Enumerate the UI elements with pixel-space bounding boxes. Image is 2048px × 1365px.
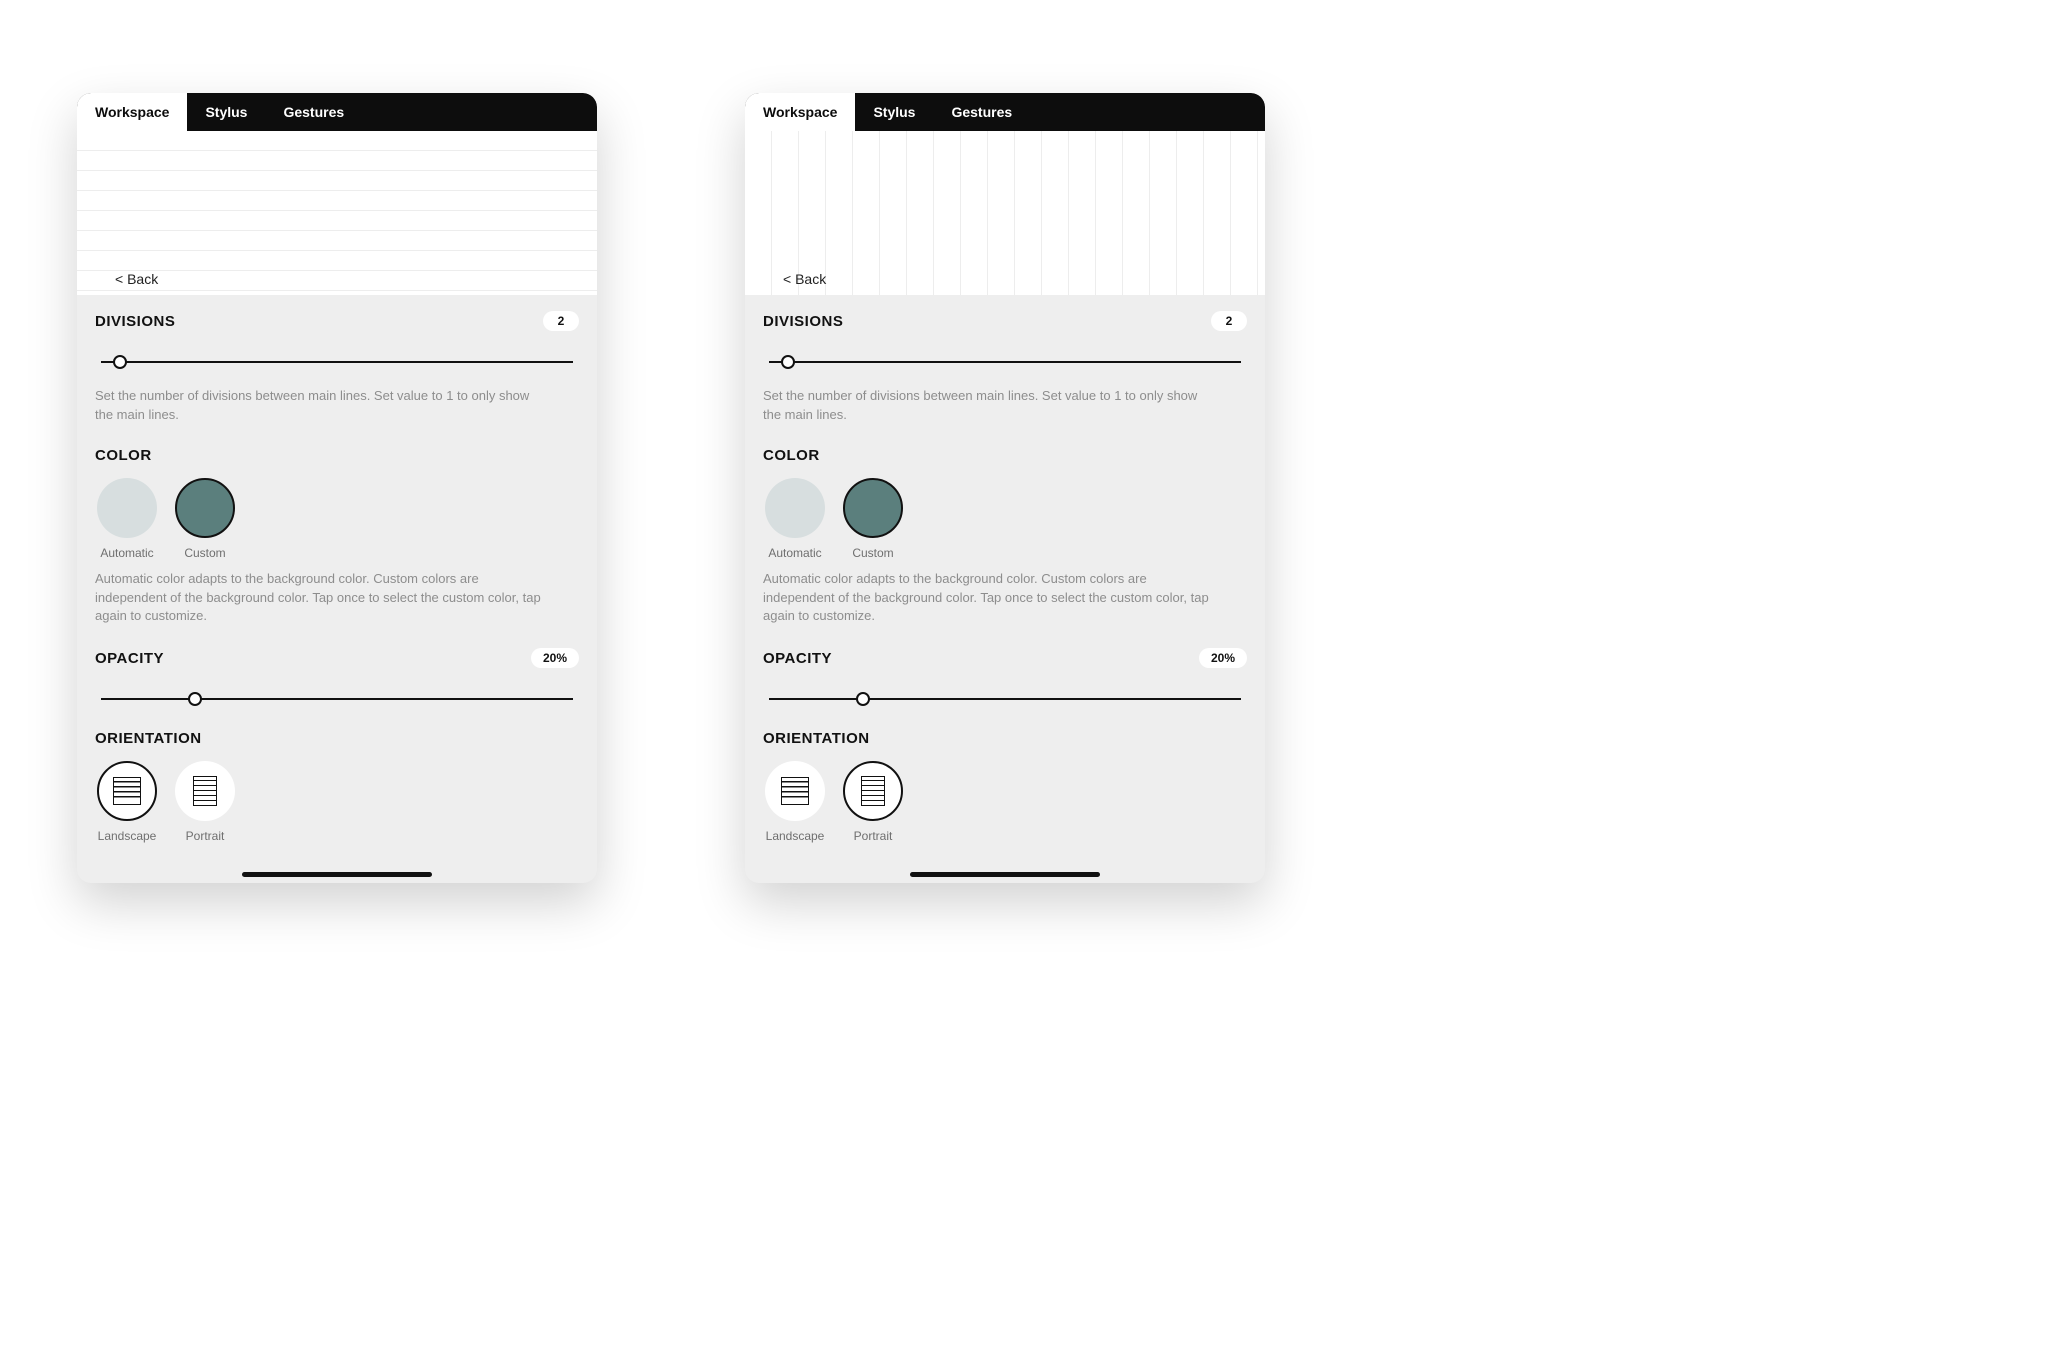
orientation-portrait-label: Portrait xyxy=(186,829,225,843)
color-desc: Automatic color adapts to the background… xyxy=(763,570,1247,627)
color-automatic[interactable] xyxy=(765,478,825,538)
orientation-title: ORIENTATION xyxy=(95,730,579,747)
divisions-slider[interactable] xyxy=(101,353,573,371)
divisions-value: 2 xyxy=(1211,311,1247,331)
tab-stylus[interactable]: Stylus xyxy=(855,93,933,131)
slider-track xyxy=(101,698,573,700)
tab-workspace[interactable]: Workspace xyxy=(77,93,187,131)
tab-workspace[interactable]: Workspace xyxy=(745,93,855,131)
divisions-desc: Set the number of divisions between main… xyxy=(763,387,1247,425)
color-automatic-label: Automatic xyxy=(768,546,821,560)
landscape-icon xyxy=(781,777,809,805)
orientation-landscape-label: Landscape xyxy=(766,829,825,843)
color-desc: Automatic color adapts to the background… xyxy=(95,570,579,627)
divisions-title: DIVISIONS xyxy=(95,313,175,330)
opacity-slider[interactable] xyxy=(769,690,1241,708)
portrait-icon xyxy=(861,776,885,806)
opacity-title: OPACITY xyxy=(95,650,164,667)
tabs: Workspace Stylus Gestures xyxy=(77,93,597,131)
slider-track xyxy=(769,361,1241,363)
color-custom-label: Custom xyxy=(852,546,893,560)
opacity-value: 20% xyxy=(531,648,579,668)
orientation-title: ORIENTATION xyxy=(763,730,1247,747)
settings-panel-right: Workspace Stylus Gestures < Back DIVISIO… xyxy=(745,93,1265,883)
settings-panel-left: Workspace Stylus Gestures < Back DIVISIO… xyxy=(77,93,597,883)
orientation-portrait[interactable] xyxy=(843,761,903,821)
divisions-title: DIVISIONS xyxy=(763,313,843,330)
home-indicator xyxy=(910,872,1100,877)
opacity-slider[interactable] xyxy=(101,690,573,708)
landscape-icon xyxy=(113,777,141,805)
orientation-landscape[interactable] xyxy=(97,761,157,821)
orientation-portrait-label: Portrait xyxy=(854,829,893,843)
color-swatches: Automatic Custom xyxy=(97,478,577,560)
panel-content: DIVISIONS 2 Set the number of divisions … xyxy=(745,295,1265,843)
opacity-value: 20% xyxy=(1199,648,1247,668)
color-title: COLOR xyxy=(95,447,579,464)
portrait-icon xyxy=(193,776,217,806)
home-indicator xyxy=(242,872,432,877)
orientation-options: Landscape Portrait xyxy=(765,761,1245,843)
slider-track xyxy=(101,361,573,363)
color-custom-label: Custom xyxy=(184,546,225,560)
divisions-desc: Set the number of divisions between main… xyxy=(95,387,579,425)
grid-preview: < Back xyxy=(745,131,1265,295)
opacity-title: OPACITY xyxy=(763,650,832,667)
orientation-landscape-label: Landscape xyxy=(98,829,157,843)
slider-thumb[interactable] xyxy=(113,355,127,369)
orientation-landscape[interactable] xyxy=(765,761,825,821)
color-custom[interactable] xyxy=(175,478,235,538)
color-automatic-label: Automatic xyxy=(100,546,153,560)
grid-preview: < Back xyxy=(77,131,597,295)
tab-gestures[interactable]: Gestures xyxy=(933,93,1030,131)
slider-thumb[interactable] xyxy=(856,692,870,706)
color-custom[interactable] xyxy=(843,478,903,538)
tabs: Workspace Stylus Gestures xyxy=(745,93,1265,131)
color-automatic[interactable] xyxy=(97,478,157,538)
tab-stylus[interactable]: Stylus xyxy=(187,93,265,131)
tab-gestures[interactable]: Gestures xyxy=(265,93,362,131)
orientation-options: Landscape Portrait xyxy=(97,761,577,843)
panel-content: DIVISIONS 2 Set the number of divisions … xyxy=(77,295,597,843)
orientation-portrait[interactable] xyxy=(175,761,235,821)
slider-track xyxy=(769,698,1241,700)
divisions-slider[interactable] xyxy=(769,353,1241,371)
color-swatches: Automatic Custom xyxy=(765,478,1245,560)
back-button[interactable]: < Back xyxy=(115,271,158,287)
back-button[interactable]: < Back xyxy=(783,271,826,287)
color-title: COLOR xyxy=(763,447,1247,464)
slider-thumb[interactable] xyxy=(188,692,202,706)
divisions-value: 2 xyxy=(543,311,579,331)
slider-thumb[interactable] xyxy=(781,355,795,369)
